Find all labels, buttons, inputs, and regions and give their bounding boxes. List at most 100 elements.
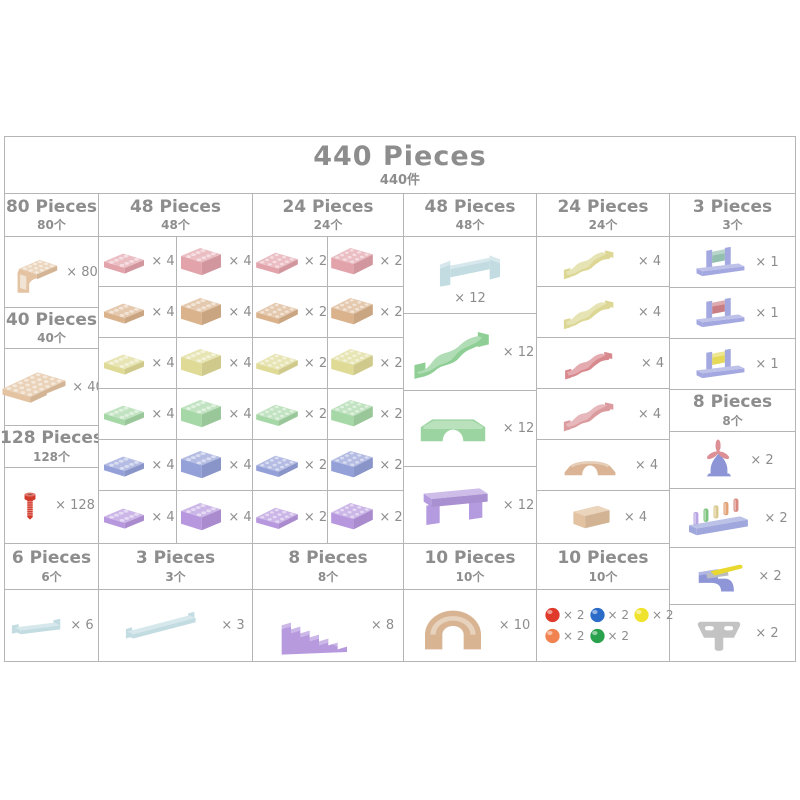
count-label: × 2 xyxy=(303,355,328,371)
cell-track-bridge: × 12 xyxy=(403,390,537,467)
count-label: × 4 xyxy=(151,304,175,320)
cell-long-bar: × 3 xyxy=(98,589,253,662)
cell-wave-yellow-2: × 4 xyxy=(536,286,670,338)
page-title: 440 Pieces xyxy=(313,140,487,172)
marble-row-1: × 2 × 2 × 2 xyxy=(543,606,674,624)
slide-ramp-icon xyxy=(406,321,500,383)
count-label: × 4 xyxy=(228,355,252,371)
cell-plate-red: × 4 xyxy=(98,236,177,287)
brick-2x4-plate-icon xyxy=(100,293,148,331)
header-label: 3 Pieces xyxy=(135,548,216,569)
section-header-40: 40 Pieces 40个 xyxy=(4,307,99,349)
count-label: × 4 xyxy=(640,355,665,371)
track-span-icon xyxy=(418,245,522,297)
cell-wave-pink: × 4 xyxy=(536,388,670,440)
cell-tool: × 2 xyxy=(669,604,796,662)
ball-red-icon xyxy=(543,606,562,624)
count-label: × 6 xyxy=(70,618,94,633)
col-header-48a: 48 Pieces 48个 xyxy=(98,193,253,237)
header-label-zh: 40个 xyxy=(37,331,66,346)
cell-baseplate-40: × 40 xyxy=(4,348,104,426)
col-header-24a: 24 Pieces 24个 xyxy=(252,193,404,237)
header-label: 80 Pieces xyxy=(5,196,98,217)
count-label: × 12 xyxy=(502,497,535,513)
header-label-zh: 48个 xyxy=(161,218,190,233)
long-bar-icon xyxy=(106,598,218,654)
header-label-zh: 10个 xyxy=(455,569,485,584)
brick-3x4-plate-icon xyxy=(253,344,301,382)
wave-track-icon xyxy=(545,241,635,283)
count-label: × 4 xyxy=(151,406,175,422)
count-label: × 2 xyxy=(379,406,403,422)
screw-piece-icon xyxy=(8,474,52,538)
col-header-24b: 24 Pieces 24个 xyxy=(536,193,670,237)
count-label: × 2 xyxy=(303,509,328,525)
cell-peg-rail: × 2 xyxy=(669,488,796,548)
cell-mech-roller: × 1 xyxy=(669,236,796,288)
cell-brick12-green: × 2 xyxy=(327,388,404,440)
header-label: 48 Pieces xyxy=(424,196,516,217)
brick-3x4-plate-icon xyxy=(253,395,301,433)
cell-plate-green: × 4 xyxy=(98,388,177,440)
cell-staircase: × 8 xyxy=(252,589,404,662)
cell-arch-tan: × 4 xyxy=(536,439,670,491)
count-label: × 2 xyxy=(607,608,630,622)
brick-3x4-icon xyxy=(328,394,376,434)
col-header-48b: 48 Pieces 48个 xyxy=(403,193,537,237)
col-header-3: 3 Pieces 3个 xyxy=(669,193,796,237)
cell-plate-yellow: × 4 xyxy=(98,337,177,389)
count-label: × 2 xyxy=(303,254,328,269)
count-label: × 2 xyxy=(755,625,779,641)
brick-2x4-plate-icon xyxy=(100,243,148,281)
header-label-zh: 8个 xyxy=(317,569,339,584)
count-label: × 2 xyxy=(303,457,328,473)
cell-block-tan: × 4 xyxy=(536,490,670,544)
cell-brick-red: × 4 xyxy=(176,236,253,287)
marble-green: × 2 xyxy=(588,627,630,645)
brick-2x4-icon xyxy=(177,497,225,537)
header-label: 128 Pieces xyxy=(0,428,103,449)
brick-3x4-icon xyxy=(328,292,376,332)
roller-mechanism-icon xyxy=(686,240,752,284)
count-label: × 2 xyxy=(563,608,585,622)
bottom-header-3: 3 Pieces 3个 xyxy=(98,543,253,590)
ball-orange-icon xyxy=(543,627,562,645)
brick-3x4-icon xyxy=(328,445,376,485)
brick-2x4-plate-icon xyxy=(100,344,148,382)
solid-block-icon xyxy=(559,495,621,539)
ball-blue-icon xyxy=(588,606,607,624)
baseplate-piece-icon xyxy=(0,357,69,417)
brick-2x4-plate-icon xyxy=(100,498,148,536)
bottom-header-10b: 10 Pieces 10个 xyxy=(536,543,670,590)
ball-green-icon xyxy=(588,627,607,645)
bracket-piece-icon xyxy=(5,244,63,300)
cell-short-bar: × 6 xyxy=(4,589,99,662)
cell-mech-switch: × 1 xyxy=(669,338,796,390)
brick-2x4-icon xyxy=(177,445,225,485)
count-label: × 3 xyxy=(221,618,245,633)
count-label: × 10 xyxy=(498,618,531,633)
section-header-8: 8 Pieces 8个 xyxy=(669,389,796,432)
count-label: × 4 xyxy=(151,509,175,525)
switch-mechanism-icon xyxy=(686,342,752,386)
cell-brick12-tan: × 2 xyxy=(327,286,404,338)
cell-plate12-tan: × 2 xyxy=(252,286,328,338)
cell-brick12-red: × 2 xyxy=(327,236,404,287)
header-label-zh: 24个 xyxy=(588,218,618,233)
cell-brick-tan: × 4 xyxy=(176,286,253,338)
count-label: × 2 xyxy=(750,452,774,468)
cell-wave-yellow-1: × 4 xyxy=(536,236,670,287)
count-label: × 2 xyxy=(607,629,630,643)
header-label-zh: 80个 xyxy=(37,218,66,233)
count-label: × 12 xyxy=(454,290,486,306)
cell-track-span: × 12 xyxy=(403,236,537,314)
count-label: × 12 xyxy=(502,421,535,436)
cell-wave-red: × 4 xyxy=(536,337,670,389)
separator-tool-icon xyxy=(686,609,752,657)
spinner-mechanism-icon xyxy=(686,291,752,335)
u-turn-track-icon xyxy=(410,596,496,656)
bottom-header-10a: 10 Pieces 10个 xyxy=(403,543,537,590)
peg-rail-icon xyxy=(677,493,761,543)
count-label: × 1 xyxy=(755,254,779,270)
